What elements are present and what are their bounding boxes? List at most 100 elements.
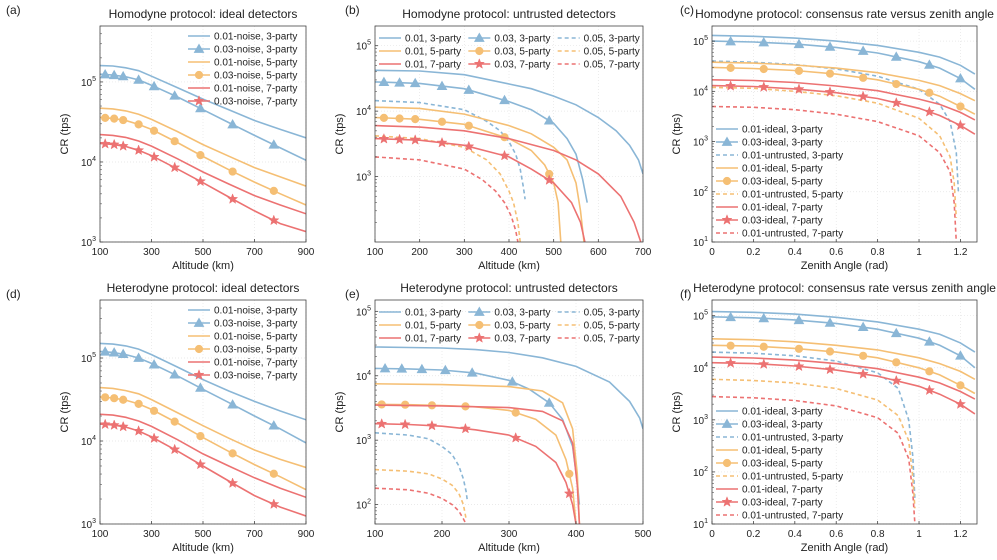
- x-tick-label: 100: [92, 529, 109, 540]
- marker-triangle: [473, 32, 485, 42]
- legend-label: 0.01-noise, 3-party: [214, 32, 297, 43]
- x-tick-label: 700: [635, 247, 652, 258]
- legend-label: 0.01-untrusted, 7-party: [742, 511, 843, 522]
- axes-frame: [711, 25, 978, 243]
- marker-star: [133, 144, 145, 156]
- series-0-05-7-party: [375, 156, 519, 242]
- marker-triangle: [379, 363, 391, 373]
- x-tick-label: 700: [246, 247, 263, 258]
- marker-circle: [194, 70, 204, 80]
- marker-circle: [475, 320, 484, 330]
- marker-circle: [119, 115, 128, 125]
- marker-circle: [269, 186, 278, 195]
- series-0-01-noise-5-party: [100, 386, 306, 469]
- series-0-01-3-party: [375, 69, 643, 175]
- legend-item: 0.03, 3-party: [468, 306, 550, 319]
- marker-circle: [437, 117, 447, 126]
- legend: 0.01-noise, 3-party 0.03-noise, 3-party 0.…: [188, 306, 297, 382]
- x-tick-label: 0.2: [746, 247, 760, 258]
- marker-star: [194, 175, 207, 187]
- chart-title: Heterodyne protocol: ideal detectors: [107, 281, 300, 295]
- marker-circle: [794, 66, 804, 75]
- legend-label: 0.01, 5-party: [405, 321, 461, 332]
- x-tick-label: 1: [916, 529, 922, 540]
- y-axis-label: CR (tps): [671, 392, 683, 433]
- x-tick-label: 0: [709, 529, 715, 540]
- marker-triangle: [148, 80, 160, 91]
- marker-triangle: [890, 51, 902, 61]
- legend-item: 0.03-ideal, 5-party: [716, 177, 823, 188]
- series-line: [712, 79, 976, 121]
- chart-title: Heterodyne protocol: untrusted detectors: [400, 281, 617, 295]
- legend-item: 0.01, 3-party: [379, 34, 461, 45]
- legend-label: 0.03-ideal, 5-party: [742, 459, 823, 470]
- marker-triangle: [169, 369, 181, 379]
- legend-item: 0.03-noise, 3-party: [188, 317, 297, 330]
- y-tick-label: 103: [81, 518, 96, 531]
- series-0-01-untrusted-5-party: [712, 378, 916, 509]
- x-tick-label: 200: [411, 247, 428, 258]
- y-tick-label: 104: [81, 435, 96, 448]
- series-0-01-ideal-5-party: [712, 61, 976, 102]
- y-tick-label: 101: [693, 236, 708, 249]
- legend-item: 0.03-noise, 7-party: [188, 95, 297, 108]
- marker-triangle: [227, 119, 238, 129]
- marker-circle: [726, 341, 735, 350]
- chart-f: 0 0.2 0.4 0.6 0.8 1 1.2 101 102 103 104 105 Heterody…: [671, 281, 996, 554]
- legend-item: 0.03-ideal, 3-party: [716, 136, 823, 149]
- series-0-03-ideal-7-party: [712, 80, 976, 135]
- chart-c: 0 0.2 0.4 0.6 0.8 1 1.2 101 102 103 104 105 Homodyne…: [671, 3, 994, 272]
- marker-star: [923, 384, 935, 396]
- legend-item: 0.03-noise, 3-party: [188, 43, 297, 56]
- chart-d: 100 300 500 700 900 103 104 105 Heterodyne proto…: [6, 281, 315, 554]
- legend-label: 0.05, 7-party: [584, 334, 640, 345]
- marker-star: [133, 425, 145, 436]
- chart-title: Heterodyne protocol: consensus rate vers…: [693, 281, 996, 295]
- legend-label: 0.01-noise, 3-party: [214, 306, 297, 317]
- series-line: [375, 156, 519, 242]
- marker-triangle: [543, 115, 555, 125]
- legend-label: 0.03, 5-party: [494, 47, 550, 58]
- series-line: [375, 137, 586, 242]
- legend-item: 0.03, 5-party: [468, 321, 550, 332]
- y-tick-label: 101: [693, 518, 708, 531]
- marker-triangle: [473, 306, 485, 316]
- marker-circle: [228, 167, 237, 176]
- series-0-01-5-party: [375, 106, 585, 242]
- marker-star: [393, 133, 406, 145]
- series-0-01-noise-7-party: [100, 413, 306, 499]
- legend-label: 0.01-noise, 5-party: [214, 332, 297, 343]
- legend-label: 0.01-untrusted, 7-party: [742, 229, 843, 240]
- legend-label: 0.03-noise, 3-party: [214, 45, 297, 56]
- marker-circle: [379, 113, 389, 122]
- marker-star: [108, 419, 120, 430]
- marker-circle: [565, 469, 574, 478]
- marker-triangle: [463, 84, 475, 94]
- legend-item: 0.01-untrusted, 5-party: [716, 472, 843, 483]
- series-line: [375, 404, 581, 524]
- marker-star: [169, 443, 181, 455]
- series-0-01-5-party: [375, 383, 581, 524]
- series-0-03-3-party: [375, 76, 588, 203]
- marker-triangle: [193, 317, 205, 327]
- legend-label: 0.03-ideal, 7-party: [742, 216, 823, 227]
- legend-label: 0.01, 3-party: [405, 34, 461, 45]
- x-tick-label: 0.6: [829, 247, 843, 258]
- chart-e: 100 200 300 400 500 102 103 104 105 Heterodyne pr…: [334, 281, 652, 554]
- series-line: [712, 84, 976, 135]
- series-0-03-7-party: [375, 418, 577, 524]
- legend-item: 0.01-untrusted, 3-party: [716, 151, 843, 162]
- series-line: [100, 386, 306, 469]
- series-0-01-7-party: [375, 124, 642, 242]
- y-tick-label: 105: [693, 310, 708, 323]
- marker-circle: [722, 458, 732, 468]
- marker-triangle: [721, 136, 733, 146]
- legend: 0.01-ideal, 3-party 0.03-ideal, 3-party 0.…: [716, 125, 843, 240]
- legend-item: 0.01-untrusted, 3-party: [716, 433, 843, 444]
- marker-circle: [925, 367, 934, 376]
- series-line: [100, 342, 306, 421]
- series-line: [712, 34, 976, 75]
- x-axis-label: Altitude (km): [478, 260, 540, 272]
- marker-circle: [149, 406, 159, 415]
- marker-star: [793, 83, 805, 95]
